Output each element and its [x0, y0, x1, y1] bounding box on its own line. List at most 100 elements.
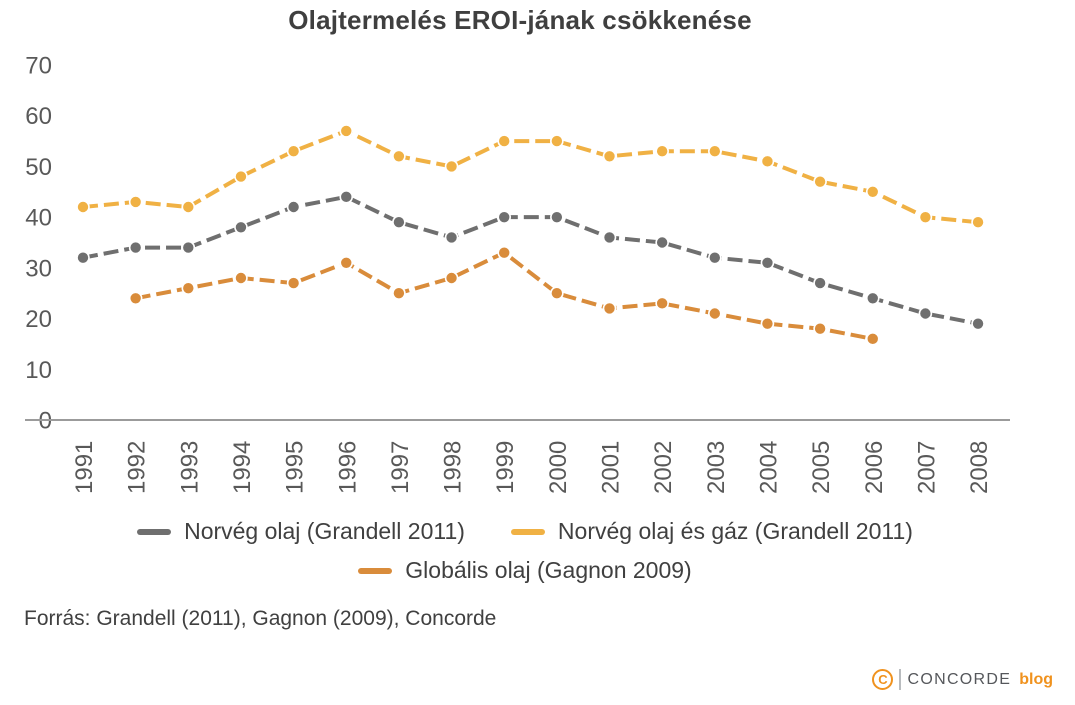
data-point-marker: [760, 316, 775, 331]
legend-row-1: Norvég olaj (Grandell 2011) Norvég olaj …: [137, 518, 913, 545]
data-point-marker: [918, 210, 933, 224]
logo-separator: [899, 669, 902, 690]
x-tick-label: 2006: [861, 441, 888, 494]
x-tick-label: 1996: [334, 441, 361, 494]
data-point-marker: [865, 332, 880, 346]
data-point-marker: [971, 316, 985, 331]
y-tick-label: 40: [25, 205, 52, 232]
data-point-marker: [550, 134, 564, 148]
data-point-marker: [444, 159, 459, 174]
data-point-marker: [813, 276, 827, 290]
chart-legend: Norvég olaj (Grandell 2011) Norvég olaj …: [0, 518, 1050, 584]
data-point-marker: [865, 291, 880, 306]
x-axis-tick-labels: 1991 1992 1993 1994 1995 1996 1997 1998 1999 2000…: [71, 441, 993, 494]
data-point-marker: [602, 301, 617, 316]
data-point-marker: [971, 215, 985, 230]
data-point-marker: [286, 200, 301, 214]
legend-marker-globalis-olaj-icon: [358, 567, 393, 574]
data-point-marker: [128, 291, 143, 306]
data-point-marker: [181, 281, 196, 295]
x-tick-label: 1997: [387, 441, 414, 494]
data-point-marker: [550, 286, 564, 301]
series-markers-1: [76, 124, 985, 230]
data-point-marker: [655, 235, 669, 250]
data-point-marker: [234, 271, 248, 285]
data-point-marker: [550, 210, 564, 224]
x-tick-label: 2000: [545, 441, 572, 494]
x-tick-label: 1999: [492, 441, 519, 494]
data-point-marker: [707, 250, 722, 265]
data-point-marker: [918, 306, 933, 321]
source-note: Forrás: Grandell (2011), Gagnon (2009), …: [24, 607, 497, 630]
data-point-marker: [339, 255, 354, 270]
x-tick-label: 2002: [650, 441, 677, 494]
legend-item-norveg-olaj: Norvég olaj (Grandell 2011): [137, 518, 465, 545]
data-point-marker: [339, 124, 354, 138]
logo-name: CONCORDE: [907, 670, 1012, 688]
data-point-marker: [760, 255, 775, 270]
y-tick-label: 50: [25, 154, 52, 181]
legend-label-globalis-olaj: Globális olaj (Gagnon 2009): [405, 557, 692, 583]
data-point-marker: [813, 174, 827, 189]
legend-label-norveg-olaj: Norvég olaj (Grandell 2011): [184, 518, 465, 544]
legend-item-norveg-olaj-es-gaz: Norvég olaj és gáz (Grandell 2011): [510, 518, 913, 545]
concorde-logo: C CONCORDE blog: [872, 669, 1053, 690]
data-point-marker: [655, 144, 669, 159]
data-point-marker: [602, 230, 617, 245]
data-point-marker: [392, 149, 406, 164]
data-point-marker: [444, 230, 459, 245]
data-point-marker: [497, 210, 512, 224]
x-tick-label: 1998: [440, 441, 467, 494]
data-point-marker: [655, 296, 669, 311]
data-point-marker: [497, 245, 512, 260]
data-point-marker: [602, 149, 617, 164]
legend-marker-norveg-olaj-es-gaz-icon: [510, 528, 545, 535]
data-point-marker: [128, 195, 143, 209]
y-tick-label: 60: [25, 103, 52, 130]
x-tick-label: 2003: [703, 441, 730, 494]
series-markers-2: [128, 245, 880, 346]
series-line-0: [82, 194, 979, 326]
x-tick-label: 1994: [229, 441, 256, 494]
data-point-marker: [865, 184, 880, 199]
data-point-marker: [392, 215, 406, 230]
y-tick-label: 10: [25, 357, 52, 384]
legend-item-globalis-olaj: Globális olaj (Gagnon 2009): [358, 557, 692, 584]
x-tick-label: 1991: [71, 441, 98, 494]
data-point-marker: [707, 306, 722, 321]
concorde-c-icon: C: [872, 669, 894, 690]
data-point-marker: [76, 200, 90, 214]
data-point-marker: [497, 134, 512, 148]
data-point-marker: [286, 144, 301, 159]
data-point-marker: [444, 271, 459, 285]
data-point-marker: [813, 321, 827, 336]
y-axis-tick-labels: 010203040506070: [25, 53, 52, 435]
x-tick-label: 2001: [598, 441, 625, 494]
line-chart: 0102030405060701991199219931994199519961…: [25, 53, 1010, 494]
data-point-marker: [339, 190, 354, 204]
data-point-marker: [76, 250, 90, 265]
data-point-marker: [286, 276, 301, 290]
chart-title: Olajtermelés EROI-jának csökkenése: [288, 5, 752, 35]
x-tick-label: 1993: [176, 441, 203, 494]
data-point-marker: [760, 154, 775, 169]
y-tick-label: 30: [25, 255, 52, 282]
legend-label-norveg-olaj-es-gaz: Norvég olaj és gáz (Grandell 2011): [557, 518, 913, 544]
data-point-marker: [234, 220, 248, 235]
data-point-marker: [392, 286, 406, 301]
series-markers-0: [76, 190, 985, 331]
x-tick-label: 2004: [755, 441, 782, 494]
data-point-marker: [181, 200, 196, 214]
data-point-marker: [181, 240, 196, 255]
series-line-1: [82, 128, 979, 225]
legend-row-2: Globális olaj (Gagnon 2009): [358, 557, 692, 584]
x-tick-label: 2005: [808, 441, 835, 494]
y-tick-label: 20: [25, 306, 52, 333]
x-tick-label: 1992: [124, 441, 151, 494]
x-tick-label: 2008: [966, 441, 993, 494]
data-point-marker: [234, 169, 248, 184]
data-point-marker: [128, 240, 143, 255]
data-point-marker: [707, 144, 722, 159]
x-tick-label: 1995: [282, 441, 309, 494]
